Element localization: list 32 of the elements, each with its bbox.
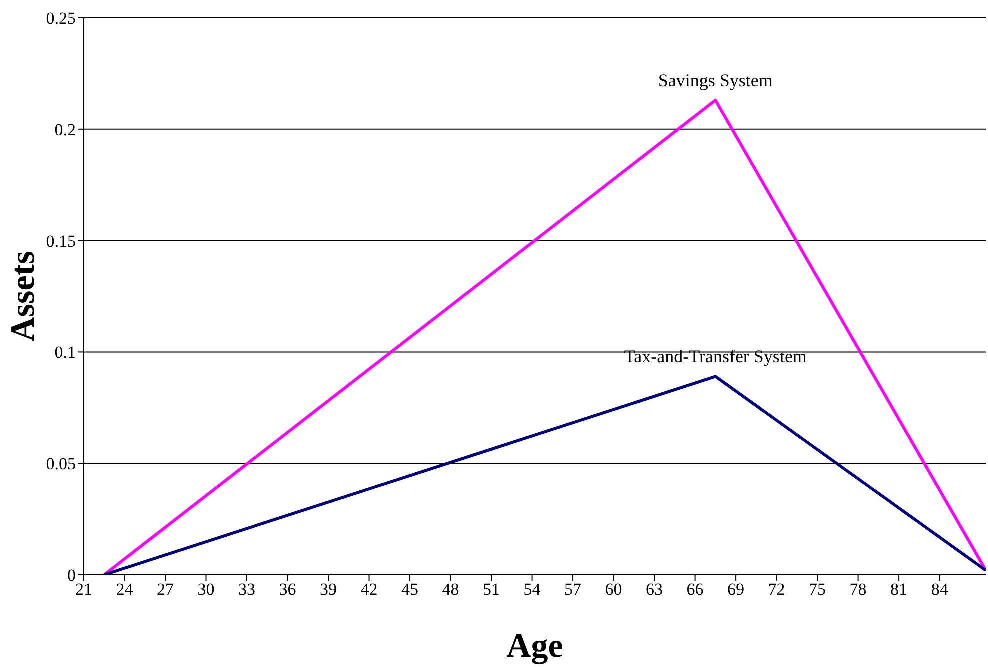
x-tick-label: 51 [483, 580, 500, 600]
x-tick-label: 66 [686, 580, 704, 600]
x-tick-label: 21 [76, 580, 92, 600]
y-tick-label: 0.1 [54, 343, 76, 362]
x-axis-title: Age [506, 628, 564, 665]
x-tick-label: 60 [605, 580, 622, 600]
x-tick-label: 39 [320, 580, 338, 600]
y-tick-label: 0 [68, 566, 76, 586]
x-tick-label: 54 [524, 580, 542, 600]
y-axis-title: Assets [5, 251, 42, 342]
y-tick-label: 0.25 [46, 9, 76, 28]
x-tick-label: 84 [931, 580, 949, 600]
series-label: Savings System [658, 70, 773, 90]
x-tick-label: 69 [728, 580, 745, 600]
x-tick-label: 63 [646, 580, 664, 600]
x-tick-label: 45 [402, 580, 419, 600]
x-tick-label: 72 [768, 580, 786, 600]
x-tick-label: 30 [198, 580, 215, 600]
x-tick-label: 27 [157, 580, 175, 600]
x-tick-label: 36 [279, 580, 296, 600]
x-tick-label: 81 [890, 580, 908, 600]
series-label: Tax-and-Transfer System [624, 346, 807, 367]
x-tick-label: 57 [564, 580, 582, 600]
y-tick-label: 0.05 [46, 454, 76, 474]
x-tick-label: 78 [850, 580, 867, 600]
x-tick-label: 48 [442, 580, 460, 600]
y-tick-label: 0.2 [54, 120, 76, 140]
y-tick-label: 0.15 [46, 232, 76, 251]
x-tick-label: 42 [360, 580, 378, 600]
x-tick-label: 24 [116, 580, 134, 600]
x-tick-label: 75 [809, 580, 826, 600]
x-tick-label: 33 [238, 580, 256, 600]
